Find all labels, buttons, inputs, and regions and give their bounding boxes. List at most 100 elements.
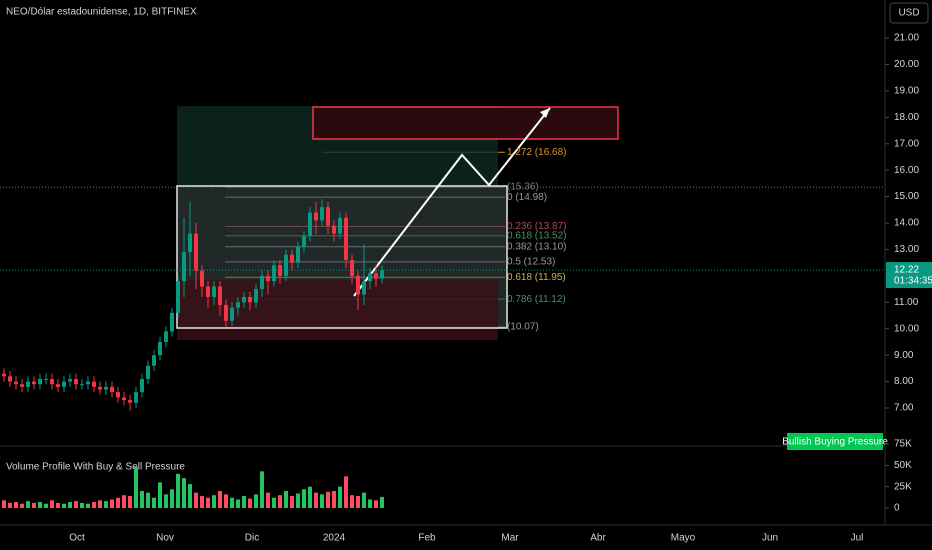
x-tick-label: Mar [501, 533, 519, 544]
volume-tick-label: 0 [894, 503, 900, 514]
candle-body [380, 270, 384, 279]
candle-body [122, 397, 126, 401]
volume-bar [80, 502, 84, 508]
candle-body [110, 386, 114, 393]
candle-body [62, 381, 66, 387]
candle-body [164, 331, 168, 342]
y-tick-label: 15.00 [894, 191, 919, 202]
x-tick-label: Feb [418, 533, 436, 544]
candle-body [194, 233, 198, 271]
volume-bar [194, 492, 198, 508]
y-tick-label: 7.00 [894, 403, 914, 414]
volume-bar [344, 476, 348, 508]
y-tick-label: 20.00 [894, 59, 919, 70]
volume-bar [170, 489, 174, 508]
candle-body [260, 275, 264, 290]
candle-body [290, 254, 294, 263]
indicator-badge [787, 433, 883, 450]
candle-body [326, 207, 330, 226]
volume-bar [2, 500, 6, 508]
volume-bar [356, 496, 360, 508]
volume-bar [242, 496, 246, 508]
volume-bar [92, 502, 96, 508]
fib-label: 0.618 (13.52) [507, 230, 567, 241]
y-tick-label: 17.00 [894, 138, 919, 149]
volume-bar [98, 500, 102, 508]
volume-bar [14, 502, 18, 508]
candle-body [152, 355, 156, 366]
y-tick-label: 11.00 [894, 297, 919, 308]
y-tick-label: 21.00 [894, 33, 919, 44]
projection-arrow [353, 107, 551, 297]
volume-bar [230, 497, 234, 508]
candle-body [20, 384, 24, 387]
candle-body [356, 275, 360, 295]
target-box [312, 106, 619, 140]
volume-bar [104, 501, 108, 508]
fib-label: (10.07) [507, 322, 539, 333]
candle-body [230, 307, 234, 321]
volume-bar [200, 496, 204, 508]
x-tick-label: Jun [762, 533, 778, 544]
candle-body [218, 286, 222, 305]
volume-bar [20, 503, 24, 508]
volume-bar [146, 492, 150, 508]
volume-bar [74, 501, 78, 508]
volume-bar [338, 486, 342, 508]
candle-body [200, 270, 204, 287]
volume-bar [380, 496, 384, 508]
candle-body [350, 260, 354, 276]
x-tick-label: Mayo [671, 533, 696, 544]
candle-body [368, 273, 372, 282]
indicator-badge-text: Bullish Buying Pressure [782, 437, 888, 448]
y-tick-label: 18.00 [894, 112, 919, 123]
candle-body [296, 246, 300, 263]
volume-bar [224, 494, 228, 508]
volume-bar [332, 490, 336, 508]
volume-bar [50, 500, 54, 508]
y-tick-label: 14.00 [894, 218, 919, 229]
volume-bar [254, 494, 258, 508]
candle-body [92, 381, 96, 387]
candle-body [308, 212, 312, 237]
currency-button[interactable] [889, 2, 929, 24]
candle-body [128, 400, 132, 403]
candle-body [32, 381, 36, 385]
candle-body [116, 392, 120, 398]
volume-bar [188, 484, 192, 508]
x-tick-label: Oct [69, 533, 85, 544]
volume-bar [62, 503, 66, 508]
y-tick-label: 16.00 [894, 165, 919, 176]
candle-body [314, 212, 318, 221]
volume-bar [212, 495, 216, 508]
candle-body [302, 236, 306, 247]
candle-body [254, 289, 258, 303]
x-tick-label: Dic [245, 533, 259, 544]
y-tick-label: 9.00 [894, 350, 914, 361]
fib-label: 0.786 (11.12) [507, 294, 566, 305]
volume-bar [44, 503, 48, 508]
fib-label: 0.618 (11.95) [507, 272, 566, 283]
candle-body [134, 392, 138, 403]
currency-label[interactable]: USD [898, 8, 919, 19]
candle-body [8, 376, 12, 382]
volume-tick-label: 25K [894, 481, 912, 492]
candle-body [272, 265, 276, 282]
candle-body [344, 217, 348, 261]
candle-body [278, 265, 282, 276]
range-box-border [176, 185, 508, 329]
candle-body [140, 378, 144, 393]
volume-bar [182, 478, 186, 508]
candle-body [146, 365, 150, 379]
last-price-label: 12.22 [894, 265, 919, 276]
candle-body [206, 286, 210, 298]
volume-bar [218, 490, 222, 508]
y-tick-label: 13.00 [894, 244, 919, 255]
volume-bar [278, 495, 282, 508]
volume-bar [374, 500, 378, 508]
fib-label: 0.5 (12.53) [507, 257, 555, 268]
volume-bar [158, 482, 162, 508]
volume-bar [320, 494, 324, 508]
volume-bar [284, 490, 288, 508]
